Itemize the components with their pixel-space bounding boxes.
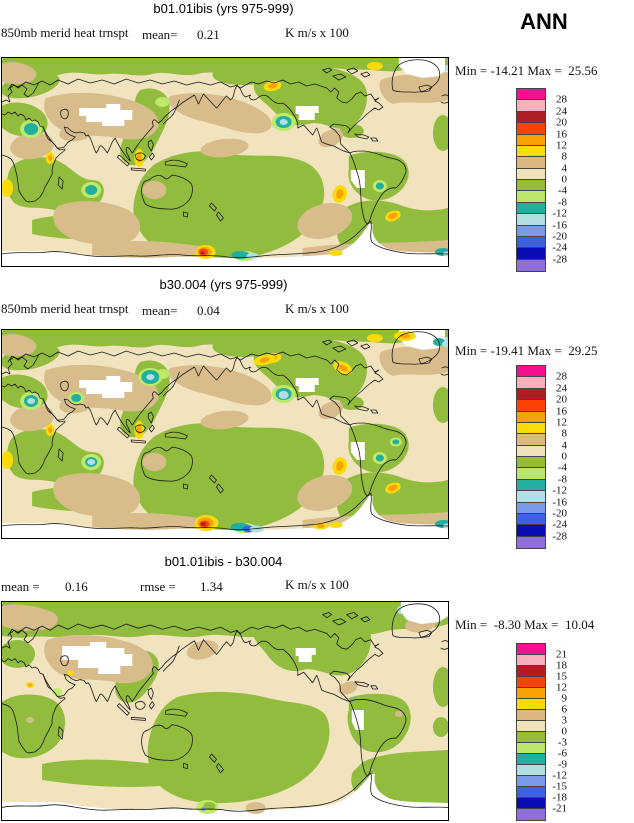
map-panel-1 (1, 57, 449, 267)
panel1-units-label: K m/s x 100 (285, 25, 349, 40)
panel1-mean-label: mean= (142, 27, 178, 42)
colorbar-panel1 (516, 88, 546, 272)
panel3-units-label: K m/s x 100 (285, 577, 349, 592)
panel1-minmax: Min = -14.21 Max = 25.56 (455, 63, 598, 78)
map-panel-3 (1, 601, 449, 821)
panel2-minmax: Min = -19.41 Max = 29.25 (455, 343, 598, 358)
season-label: ANN (520, 9, 568, 34)
panel1-title: b01.01ibis (yrs 975-999) (153, 1, 294, 16)
panel1-mean-value: 0.21 (197, 27, 220, 42)
panel2-mean-label: mean= (142, 303, 178, 318)
panel1-variable-label: 850mb merid heat trnspt (1, 25, 129, 40)
panel2-units-label: K m/s x 100 (285, 301, 349, 316)
colorbar-panel3 (516, 643, 546, 821)
contour-blobs-panel1 (2, 58, 448, 266)
contour-blobs-panel3 (2, 602, 448, 820)
panel2-title: b30.004 (yrs 975-999) (159, 277, 288, 292)
panel3-mean-value: 0.16 (65, 579, 88, 594)
panel3-title: b01.01ibis - b30.004 (164, 554, 283, 569)
colorbar-labels-panel2: 28 24 20 16 12 8 4 0 -4 -8 -12 -16 -20 -24 -28 (552, 370, 567, 543)
panel2-mean-value: 0.04 (197, 303, 220, 318)
panel3-mean-label: mean = (1, 579, 40, 594)
colorbar-labels-panel1: 28 24 20 16 12 8 4 0 -4 -8 -12 -16 -20 -24 -28 (552, 93, 567, 266)
panel3-rmse-label: rmse = (140, 579, 176, 594)
map-panel-2 (1, 329, 449, 539)
panel3-rmse-value: 1.34 (200, 579, 223, 594)
panel3-minmax: Min = -8.30 Max = 10.04 (455, 617, 595, 632)
panel2-variable-label: 850mb merid heat trnspt (1, 301, 129, 316)
colorbar-panel2 (516, 365, 546, 549)
contour-blobs-panel2 (2, 330, 448, 538)
colorbar-labels-panel3: 21 18 15 12 9 6 3 0 -3 -6 -9 -12 -15 -18 -21 (552, 648, 567, 815)
